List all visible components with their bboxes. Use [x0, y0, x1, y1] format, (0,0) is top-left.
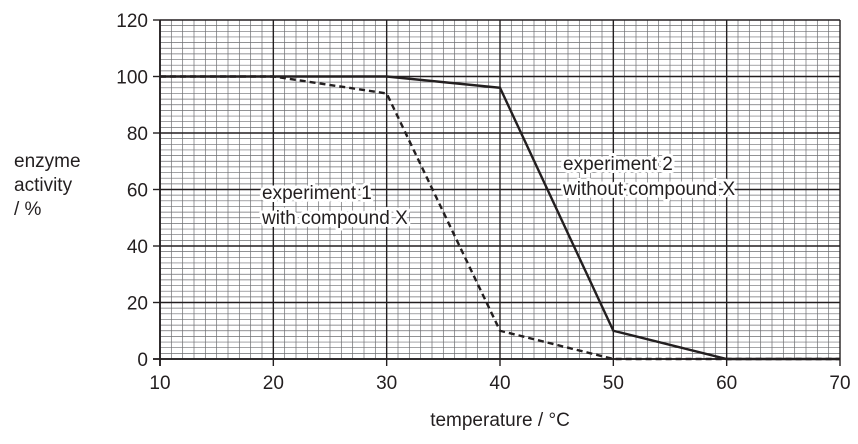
y-axis-label-line-3: / % [14, 199, 42, 220]
y-tick-label: 40 [127, 237, 148, 258]
x-tick-label: 60 [716, 373, 737, 394]
y-tick-label: 100 [116, 68, 148, 89]
y-tick-label: 80 [127, 124, 148, 145]
series-label-experiment-2: without compound X [562, 179, 735, 200]
y-axis-label-line-2: activity [14, 175, 73, 196]
series-line-experiment-2 [160, 75, 840, 361]
y-axis-label-line-1: enzyme [14, 151, 81, 172]
y-axis-label: enzyme activity / % [14, 150, 124, 222]
x-axis-label: temperature / °C [430, 410, 570, 431]
y-tick-label: 20 [127, 294, 148, 315]
x-tick-label: 20 [263, 373, 284, 394]
y-tick-label: 120 [116, 11, 148, 32]
x-tick-label: 30 [376, 373, 397, 394]
series-label-experiment-1: with compound X [261, 208, 408, 229]
series-label-experiment-1: experiment 1 [262, 183, 372, 204]
x-tick-label: 40 [489, 373, 510, 394]
y-tick-label: 0 [137, 350, 148, 371]
x-tick-label: 50 [603, 373, 624, 394]
x-tick-label: 70 [829, 373, 850, 394]
series-label-experiment-2: experiment 2 [563, 154, 673, 175]
x-tick-label: 10 [149, 373, 170, 394]
y-tick-label: 60 [127, 181, 148, 202]
